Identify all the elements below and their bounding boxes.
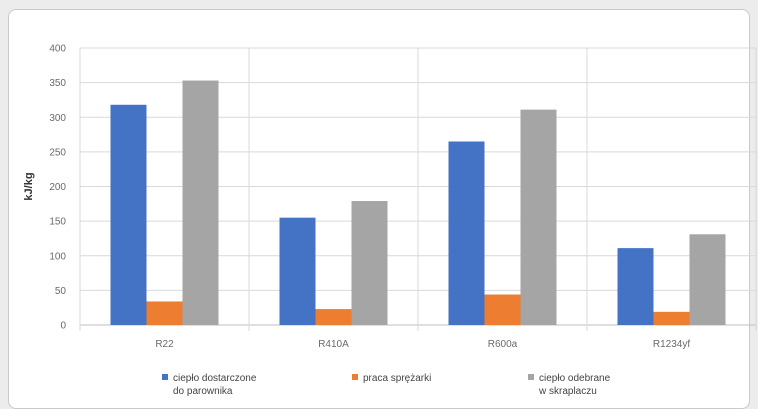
legend: ciepło dostarczone do parownika praca sprę…: [162, 373, 611, 397]
y-tick-label: 50: [55, 286, 67, 297]
bar-r22-series-1: [110, 104, 147, 325]
y-tick-label: 150: [49, 217, 66, 228]
bar-r600a-series-3: [520, 109, 557, 325]
bar-r600a-series-2: [484, 294, 521, 325]
bar-r1234yf-series-3: [689, 234, 726, 325]
bar-r600a-series-1: [448, 141, 485, 325]
legend-label-3: ciepło odebrane w skraplaczu: [538, 373, 611, 397]
x-tick-label: R410A: [318, 339, 349, 350]
bar-r22-series-2: [146, 301, 183, 325]
y-axis-ticks: 0 50 100 150 200 250 300 350 400: [49, 44, 66, 332]
x-tick-label: R1234yf: [653, 339, 690, 350]
y-tick-label: 0: [60, 321, 66, 332]
legend-label-2: praca sprężarki: [363, 373, 431, 384]
y-tick-label: 250: [49, 147, 66, 158]
y-axis-label: kJ/kg: [23, 172, 35, 200]
y-tick-label: 200: [49, 182, 66, 193]
bars: [110, 80, 726, 325]
y-tick-label: 100: [49, 251, 66, 262]
bar-r22-series-3: [182, 80, 219, 325]
bar-r410a-series-2: [315, 309, 352, 325]
bar-r1234yf-series-2: [653, 311, 690, 325]
gridlines: [79, 47, 757, 331]
x-tick-label: R22: [155, 339, 174, 350]
y-tick-label: 350: [49, 78, 66, 89]
bar-r410a-series-1: [279, 217, 316, 325]
bar-r410a-series-3: [351, 201, 388, 325]
legend-swatch-1: [162, 374, 168, 380]
legend-swatch-3: [528, 374, 534, 380]
x-tick-label: R600a: [488, 339, 518, 350]
legend-swatch-2: [352, 374, 358, 380]
y-tick-label: 300: [49, 113, 66, 124]
bar-r1234yf-series-1: [617, 248, 654, 325]
legend-label-1: ciepło dostarczone do parownika: [173, 373, 257, 397]
x-axis-ticks: R22 R410A R600a R1234yf: [155, 339, 690, 350]
y-tick-label: 400: [49, 44, 66, 55]
bar-chart: 0 50 100 150 200 250 300 350 400 R22 R410A R600a R1…: [23, 44, 757, 397]
